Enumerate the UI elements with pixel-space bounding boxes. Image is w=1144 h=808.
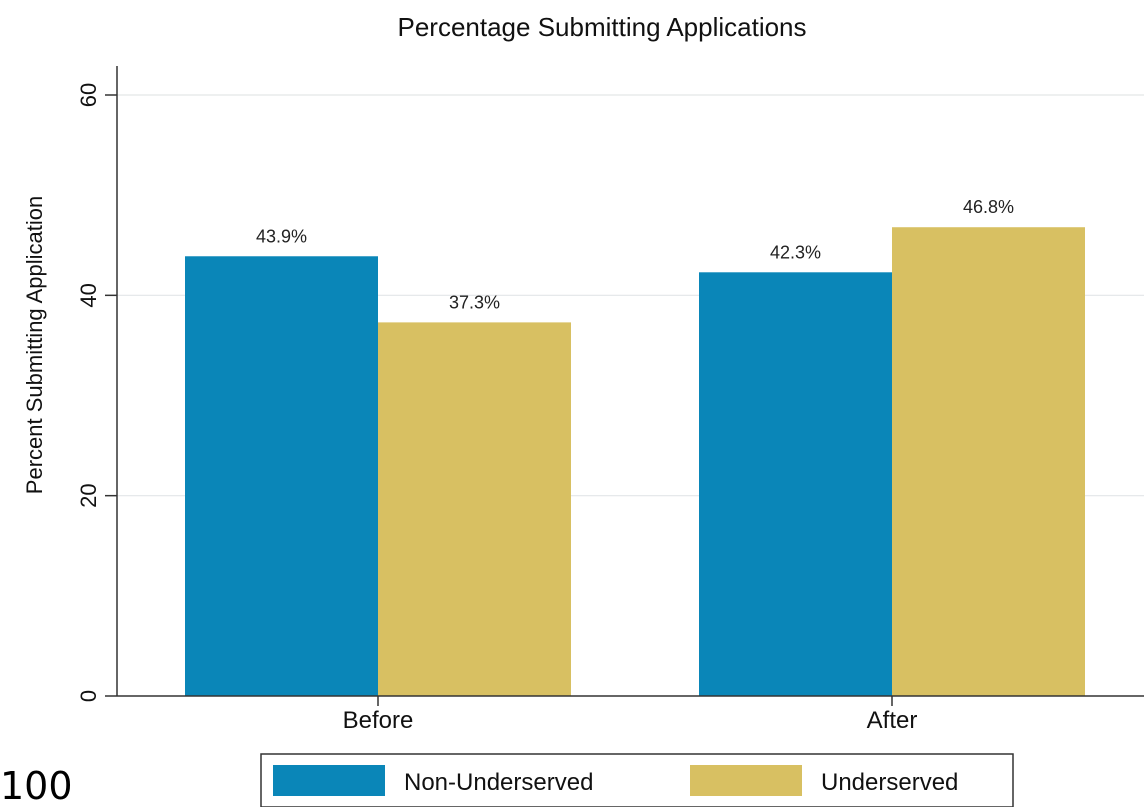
y-tick-label-0: 0 [76, 690, 101, 702]
legend-box [260, 753, 1014, 807]
bar-labels-group: 43.9% 37.3% 42.3% 46.8% [256, 197, 1014, 312]
y-axis-label: Percent Submitting Application [22, 196, 47, 494]
y-tick-label-40: 40 [76, 283, 101, 307]
legend-label-non-underserved: Non-Underserved [404, 769, 593, 796]
y-tick-label-20: 20 [76, 483, 101, 507]
y-ticks-group: 0 20 40 60 [76, 83, 117, 702]
x-tick-label-after: After [867, 707, 918, 734]
bar-non-underserved-after [699, 272, 892, 696]
data-label-underserved-after: 46.8% [963, 197, 1014, 217]
legend-swatch-non-underserved [273, 765, 385, 796]
data-label-non-underserved-after: 42.3% [770, 242, 821, 262]
legend-label-underserved: Underserved [821, 769, 958, 796]
data-label-non-underserved-before: 43.9% [256, 226, 307, 246]
bar-underserved-before [378, 322, 571, 696]
bars-group [185, 227, 1085, 696]
chart-title: Percentage Submitting Applications [397, 12, 806, 42]
x-ticks-group: Before After [343, 696, 918, 734]
stray-number-text: 100 [0, 764, 73, 808]
bar-underserved-after [892, 227, 1085, 696]
data-label-underserved-before: 37.3% [449, 292, 500, 312]
y-tick-label-60: 60 [76, 83, 101, 107]
legend: Non-Underserved Underserved [260, 753, 1014, 807]
bar-non-underserved-before [185, 256, 378, 696]
legend-swatch-underserved [690, 765, 802, 796]
x-tick-label-before: Before [343, 707, 414, 734]
